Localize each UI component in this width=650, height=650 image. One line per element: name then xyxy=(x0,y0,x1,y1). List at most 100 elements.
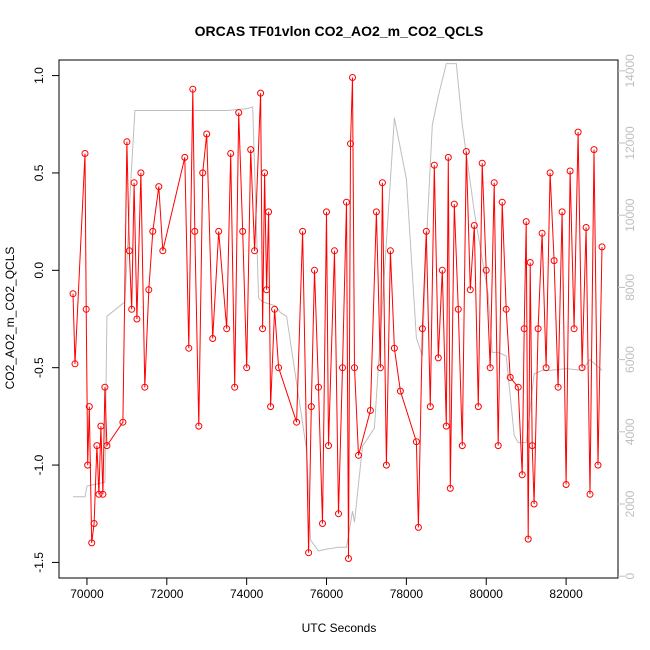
y-axis: -1.5 -1.0 -0.5 0.0 0.5 1.0 xyxy=(32,67,59,573)
co2-series-lines xyxy=(72,77,603,559)
co2-point xyxy=(93,442,101,450)
co2-point xyxy=(506,373,514,381)
co2-point xyxy=(478,159,486,167)
co2-point xyxy=(141,383,149,391)
co2-point xyxy=(444,153,452,161)
co2-point xyxy=(137,169,145,177)
chart-title: ORCAS TF01vlon CO2_AO2_m_CO2_QCLS xyxy=(195,23,484,39)
x-tick-label: 80000 xyxy=(470,587,504,601)
co2-point xyxy=(498,198,506,206)
co2-point xyxy=(518,471,526,479)
y2-tick-label: 4000 xyxy=(623,418,637,445)
co2-point xyxy=(181,153,189,161)
co2-point xyxy=(235,109,243,117)
co2-point xyxy=(530,500,538,508)
co2-point xyxy=(386,247,394,255)
y-tick-label: 1.0 xyxy=(32,67,46,84)
co2-point xyxy=(101,383,109,391)
co2-point xyxy=(566,167,574,175)
co2-point xyxy=(522,218,530,226)
co2-point xyxy=(546,169,554,177)
co2-point xyxy=(526,259,534,266)
co2-point xyxy=(299,227,307,235)
co2-point xyxy=(130,179,138,187)
y2-tick-label: 14000 xyxy=(623,54,637,88)
co2-point xyxy=(482,266,490,274)
co2-point xyxy=(390,344,398,352)
co2-point xyxy=(376,364,384,372)
co2-point xyxy=(85,403,93,411)
x-axis-title: UTC Seconds xyxy=(302,621,377,635)
co2-point xyxy=(590,146,598,154)
co2-point xyxy=(133,315,141,323)
co2-point xyxy=(267,403,275,411)
co2-point xyxy=(418,325,426,333)
co2-point xyxy=(454,305,462,313)
co2-point xyxy=(293,418,301,426)
co2-point xyxy=(422,227,430,235)
co2-point xyxy=(574,128,582,136)
co2-point xyxy=(450,200,458,208)
co2-point xyxy=(347,140,354,148)
co2-point xyxy=(430,161,438,169)
co2-point xyxy=(438,266,446,274)
y2-axis: 0 2000 4000 6000 8000 10000 12000 14000 xyxy=(618,54,637,580)
y2-tick-label: 6000 xyxy=(623,346,637,373)
co2-point xyxy=(325,442,332,450)
co2-point xyxy=(351,364,358,372)
x-tick-label: 74000 xyxy=(230,587,264,601)
co2-point xyxy=(458,442,466,450)
co2-point xyxy=(366,407,374,414)
co2-point xyxy=(263,286,271,294)
co2-point xyxy=(128,305,136,313)
co2-point xyxy=(123,138,131,146)
co2-point xyxy=(191,227,199,235)
altitude-line xyxy=(73,63,603,552)
x-tick-label: 72000 xyxy=(150,587,184,601)
co2-point xyxy=(494,442,502,450)
co2-point xyxy=(145,286,153,294)
co2-point xyxy=(343,198,350,206)
co2-point xyxy=(155,183,163,191)
co2-point xyxy=(558,208,566,216)
co2-point xyxy=(199,169,207,177)
co2-point xyxy=(97,422,105,430)
co2-point xyxy=(474,403,482,411)
co2-point xyxy=(231,383,239,391)
co2-point xyxy=(582,224,590,231)
co2-point xyxy=(570,325,578,333)
co2-point xyxy=(554,383,562,391)
co2-point xyxy=(307,403,315,411)
co2-point xyxy=(223,325,231,333)
co2-point xyxy=(215,227,223,235)
x-tick-label: 76000 xyxy=(310,587,344,601)
co2-point xyxy=(247,146,255,154)
co2-point xyxy=(528,442,536,450)
co2-point xyxy=(149,227,157,235)
co2-point xyxy=(502,305,510,313)
co2-point xyxy=(311,266,318,274)
co2-point xyxy=(349,74,356,81)
co2-point xyxy=(331,247,338,255)
co2-point xyxy=(372,208,380,216)
x-axis: 70000 72000 74000 76000 78000 80000 82000 xyxy=(70,577,583,601)
co2-point xyxy=(412,438,420,446)
y-axis-title: CO2_AO2_m_CO2_QCLS xyxy=(3,247,17,390)
co2-point xyxy=(345,555,352,562)
y2-tick-label: 2000 xyxy=(623,490,637,517)
co2-point xyxy=(275,364,283,372)
co2-point xyxy=(71,360,79,368)
x-tick-label: 70000 xyxy=(70,587,104,601)
co2-point xyxy=(442,422,450,430)
co2-point xyxy=(88,539,96,547)
co2-point xyxy=(319,520,326,527)
co2-point xyxy=(550,257,558,265)
co2-line xyxy=(72,77,603,559)
co2-point xyxy=(524,535,532,543)
co2-point xyxy=(257,89,265,97)
co2-point xyxy=(462,148,470,155)
y-tick-label: 0.5 xyxy=(32,164,46,181)
co2-point xyxy=(99,490,107,498)
co2-point xyxy=(243,364,251,372)
y-tick-label: -1.0 xyxy=(32,454,46,475)
